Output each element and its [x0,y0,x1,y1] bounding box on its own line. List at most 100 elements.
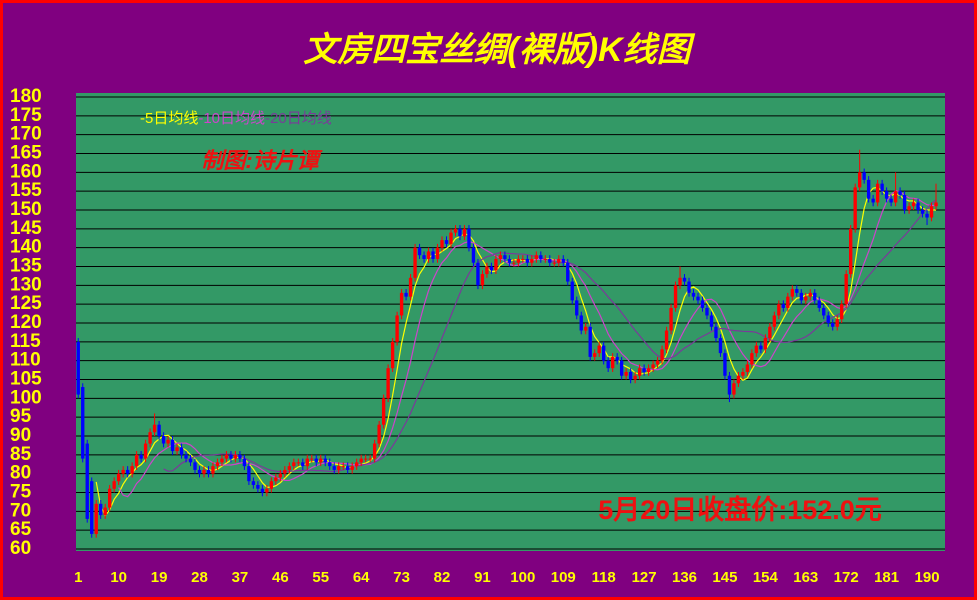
candle-body [408,277,413,297]
candle-body [130,466,134,474]
candle-body [328,462,332,467]
candle-body [866,179,871,199]
y-tick-label: 120 [10,312,42,333]
candle-body [220,458,224,463]
y-tick-label: 165 [10,143,42,164]
candle-body [871,198,875,203]
candle-body [548,258,552,263]
candle-body [660,349,664,361]
candle-body [99,503,103,516]
candle-body [700,300,705,308]
candle-body [507,258,512,263]
candle-body [161,436,166,444]
candle-body [359,458,363,463]
candle-body [170,439,175,452]
candle-body [251,481,256,485]
candle-body [247,466,251,482]
y-tick-label: 135 [10,256,42,277]
candle-body [606,360,610,369]
candle-body [386,368,390,399]
x-tick-label: 154 [753,569,779,586]
close-annotation: 5月20日收盘价:152.0元 [598,494,882,525]
legend: -5日均线-10日均线-20日均线 [140,110,332,127]
x-tick-label: 28 [191,569,208,586]
x-tick-label: 118 [592,569,616,586]
candle-body [404,292,408,297]
candle-body [597,345,601,354]
candle-body [152,424,157,433]
chart-title: 文房四宝丝绸(裸版)K线图 [303,31,695,69]
candle-body [557,258,561,263]
candle-body [323,458,327,463]
candle-body [534,255,539,259]
candle-body [256,484,260,489]
candle-body [575,300,579,316]
candle-body [628,371,633,380]
candle-body [682,277,687,282]
x-tick-label: 100 [510,569,535,586]
candle-body [727,375,732,395]
x-tick-label: 136 [672,569,697,586]
x-tick-label: 73 [393,569,410,586]
candle-body [90,481,94,534]
candle-body [125,469,130,474]
candle-body [615,356,619,361]
candle-body [202,469,206,474]
candle-body [310,458,314,460]
candle-body [193,462,197,470]
candle-body [826,315,830,323]
candle-body [269,481,274,489]
x-tick-label: 46 [272,569,289,586]
x-tick-label: 127 [632,569,657,586]
candle-body [808,292,812,297]
candle-body [314,458,318,463]
candle-body [516,258,521,263]
candle-body [489,266,494,271]
candle-body [184,454,188,459]
candle-body [242,458,247,467]
y-tick-label: 115 [10,331,41,352]
candle-body [777,304,781,316]
candle-body [786,296,790,308]
candle-body [229,454,233,459]
candle-body [691,292,696,297]
candle-body [188,458,193,463]
candle-body [413,247,417,278]
candle-body [893,191,898,203]
y-tick-label: 145 [10,218,42,239]
candle-body [714,326,718,339]
candle-body [238,454,242,459]
candle-body [610,356,615,369]
candle-body [435,247,440,259]
candle-body [530,258,534,263]
plot-area [76,93,945,551]
candle-body [215,462,220,467]
candle-body [835,319,839,327]
candle-body [332,466,336,470]
candle-body [85,443,89,519]
y-tick-label: 175 [10,105,42,126]
candle-body [759,345,763,350]
y-tick-label: 130 [10,274,42,295]
candle-body [831,323,835,327]
grid [76,96,945,550]
credit: 制图:诗片谭 [201,148,323,173]
candle-body [754,345,759,354]
x-tick-label: 10 [110,569,127,586]
candle-body [377,424,381,444]
candle-body [673,285,678,308]
candle-body [417,247,422,256]
candle-body [651,364,655,369]
candle-body [107,488,112,508]
candle-body [116,473,121,482]
candle-body [642,368,646,372]
candle-body [296,462,300,464]
y-tick-label: 140 [10,237,42,258]
candle-body [664,330,669,350]
candle-body [512,262,516,264]
y-tick-label: 65 [10,519,32,540]
candle-body [687,281,691,293]
candle-body [462,228,467,237]
x-tick-label: 37 [232,569,249,586]
y-tick-label: 105 [10,369,42,390]
